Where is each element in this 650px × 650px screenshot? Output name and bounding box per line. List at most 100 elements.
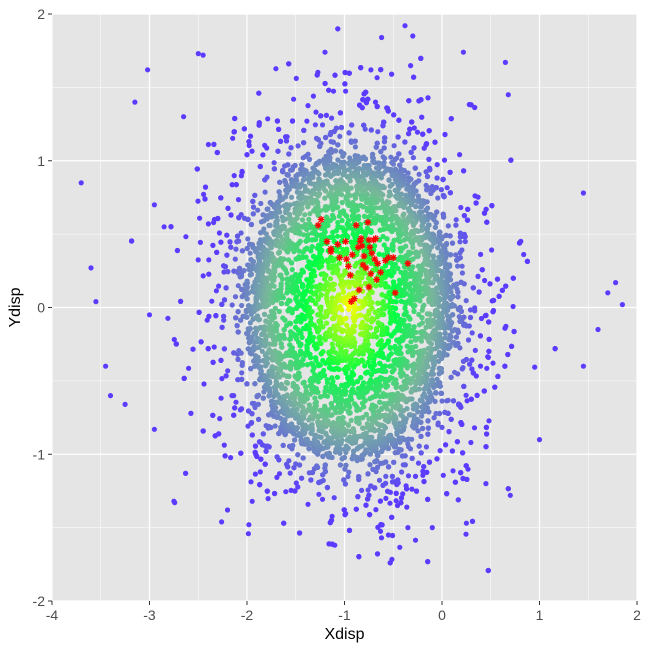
cloud-point [461, 322, 467, 328]
cloud-point [173, 341, 179, 347]
cloud-point [345, 473, 351, 480]
cloud-point [489, 203, 495, 209]
cloud-point [244, 381, 250, 387]
cloud-point [433, 389, 439, 396]
cloud-point [337, 133, 343, 139]
cloud-point [464, 476, 470, 482]
cloud-point [304, 118, 310, 124]
cloud-point [428, 378, 434, 384]
cloud-point [469, 330, 475, 336]
cloud-point [319, 496, 326, 502]
cloud-point [297, 530, 303, 536]
cloud-point [273, 405, 279, 411]
cloud-point [440, 472, 446, 478]
cloud-point [181, 375, 187, 381]
cloud-point [168, 224, 174, 230]
cloud-point [380, 123, 386, 129]
cloud-point [260, 152, 266, 158]
cloud-point [386, 433, 392, 439]
cloud-point [455, 497, 461, 503]
cloud-point [282, 194, 289, 200]
cloud-point [265, 206, 271, 212]
cloud-point [326, 450, 332, 456]
cloud-point [368, 483, 374, 489]
cloud-point [398, 495, 405, 501]
cloud-point [401, 418, 407, 424]
cloud-point [206, 271, 212, 277]
cloud-point [425, 496, 431, 502]
cloud-point [454, 439, 460, 445]
cloud-point [359, 105, 365, 111]
cloud-point [346, 527, 353, 534]
cloud-point [361, 91, 367, 97]
cloud-point [292, 162, 298, 169]
cloud-point [329, 115, 335, 121]
cloud-point [343, 443, 349, 449]
cloud-point [428, 190, 434, 196]
cloud-point [378, 460, 384, 467]
cloud-point [472, 193, 478, 199]
cloud-point [219, 301, 225, 307]
cloud-point [271, 160, 277, 166]
cloud-point [235, 356, 241, 362]
cloud-point [524, 258, 531, 264]
cloud-point [341, 477, 347, 483]
cloud-point [263, 448, 269, 454]
cloud-point [466, 101, 472, 108]
cloud-point [213, 288, 219, 294]
cloud-point [405, 441, 411, 447]
cloud-point [418, 450, 424, 456]
cloud-point [453, 222, 459, 228]
cloud-point [374, 165, 380, 171]
cloud-point [467, 361, 473, 367]
cloud-point [420, 468, 426, 474]
cloud-point [219, 376, 225, 382]
cloud-point [274, 118, 280, 124]
cloud-point [322, 80, 328, 87]
cloud-point [436, 365, 442, 371]
cloud-point [272, 490, 278, 497]
cloud-point [232, 256, 238, 262]
cloud-point [329, 513, 335, 519]
cloud-point [247, 250, 253, 256]
cloud-point [460, 450, 466, 456]
cloud-point [216, 230, 222, 236]
cloud-point [453, 334, 459, 340]
cloud-point [239, 360, 245, 366]
cloud-point [366, 492, 372, 498]
cloud-point [306, 446, 312, 452]
cloud-point [238, 230, 244, 236]
cloud-point [416, 171, 422, 177]
cloud-point [484, 365, 490, 371]
cloud-point [234, 233, 241, 239]
cloud-point [445, 223, 451, 229]
cloud-point [249, 148, 255, 154]
cloud-point [395, 477, 401, 483]
cloud-point [389, 71, 395, 77]
cloud-point [239, 248, 245, 254]
cloud-point [467, 314, 474, 321]
cloud-point [432, 139, 438, 145]
cloud-point [381, 145, 387, 151]
cloud-point [299, 475, 305, 481]
background-point-cloud [129, 26, 558, 574]
cloud-point [201, 381, 207, 387]
cloud-point [455, 263, 461, 269]
cloud-point [292, 437, 298, 443]
cloud-point [211, 219, 217, 226]
cloud-point [446, 429, 452, 435]
cloud-point [332, 148, 338, 154]
cloud-point [231, 173, 237, 179]
cloud-point [437, 410, 443, 417]
cloud-point [317, 143, 323, 149]
cloud-point [410, 222, 417, 228]
cloud-point [399, 157, 405, 163]
cloud-point [477, 363, 484, 369]
cloud-point [233, 182, 239, 188]
cloud-point [456, 314, 462, 320]
cloud-point [326, 87, 332, 93]
cloud-point [404, 504, 410, 510]
cloud-point [245, 236, 251, 242]
cloud-point [409, 486, 415, 492]
cloud-point [295, 484, 301, 490]
